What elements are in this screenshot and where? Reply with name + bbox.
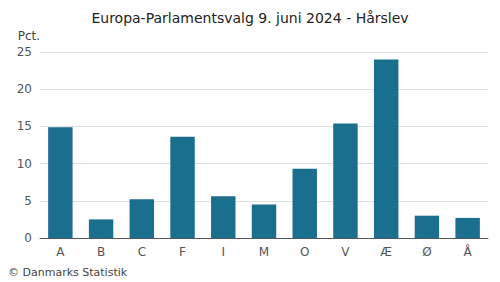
svg-text:20: 20 xyxy=(17,82,32,96)
svg-text:10: 10 xyxy=(17,157,32,171)
svg-text:Å: Å xyxy=(464,244,473,259)
svg-text:5: 5 xyxy=(24,194,32,208)
svg-text:V: V xyxy=(341,245,350,259)
svg-text:0: 0 xyxy=(24,231,32,245)
svg-text:O: O xyxy=(300,245,309,259)
svg-text:C: C xyxy=(138,245,146,259)
svg-text:B: B xyxy=(97,245,105,259)
svg-text:Æ: Æ xyxy=(380,245,392,259)
svg-text:A: A xyxy=(56,245,65,259)
svg-text:25: 25 xyxy=(17,45,32,59)
svg-text:F: F xyxy=(179,245,186,259)
svg-text:© Danmarks Statistik: © Danmarks Statistik xyxy=(8,266,128,279)
svg-text:Ø: Ø xyxy=(422,245,431,259)
svg-text:M: M xyxy=(259,245,269,259)
svg-text:I: I xyxy=(221,245,225,259)
svg-text:Europa-Parlamentsvalg 9. juni: Europa-Parlamentsvalg 9. juni 2024 - Hår… xyxy=(91,10,408,26)
svg-text:15: 15 xyxy=(17,119,32,133)
svg-text:Pct.: Pct. xyxy=(18,29,40,43)
